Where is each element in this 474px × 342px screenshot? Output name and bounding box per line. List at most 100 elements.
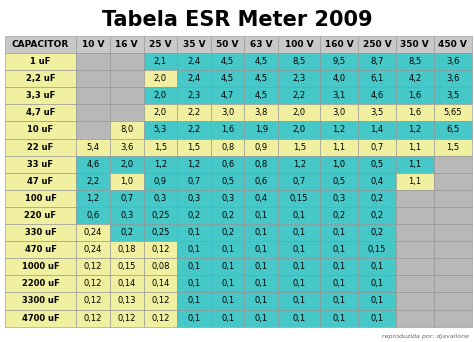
Text: 1,2: 1,2 — [154, 160, 167, 169]
Bar — [320, 241, 358, 258]
Bar — [144, 87, 177, 104]
Text: 1,6: 1,6 — [408, 108, 421, 117]
Bar — [358, 292, 396, 310]
Text: 4,6: 4,6 — [370, 91, 383, 100]
Bar — [5, 173, 76, 190]
Bar — [245, 36, 278, 53]
Text: 4,2: 4,2 — [408, 74, 421, 83]
Bar — [358, 310, 396, 327]
Bar — [211, 70, 245, 87]
Text: 25 V: 25 V — [149, 40, 172, 49]
Bar — [278, 241, 320, 258]
Text: 0,1: 0,1 — [370, 314, 383, 323]
Text: 0,12: 0,12 — [151, 314, 170, 323]
Text: 0,1: 0,1 — [333, 297, 346, 305]
Text: 2,2: 2,2 — [87, 177, 100, 186]
Bar — [76, 104, 110, 121]
Text: 5,4: 5,4 — [87, 143, 100, 152]
Bar — [177, 173, 211, 190]
Text: 0,14: 0,14 — [118, 279, 136, 288]
Text: 4,6: 4,6 — [86, 160, 100, 169]
Bar — [278, 258, 320, 275]
Text: 220 uF: 220 uF — [25, 211, 56, 220]
Bar — [177, 104, 211, 121]
Bar — [358, 139, 396, 156]
Text: 0,12: 0,12 — [84, 297, 102, 305]
Bar — [144, 207, 177, 224]
Text: 0,4: 0,4 — [255, 194, 268, 203]
Bar — [245, 258, 278, 275]
Bar — [5, 207, 76, 224]
Bar — [76, 139, 110, 156]
Text: 0,3: 0,3 — [154, 194, 167, 203]
Text: 8,5: 8,5 — [408, 57, 421, 66]
Text: 0,13: 0,13 — [118, 297, 136, 305]
Text: 4,7: 4,7 — [221, 91, 234, 100]
Text: 35 V: 35 V — [182, 40, 205, 49]
Bar — [278, 70, 320, 87]
Bar — [177, 207, 211, 224]
Bar — [5, 121, 76, 139]
Text: 2,2: 2,2 — [187, 126, 201, 134]
Text: 0,25: 0,25 — [151, 228, 170, 237]
Text: 1,2: 1,2 — [408, 126, 421, 134]
Bar — [144, 104, 177, 121]
Bar — [110, 139, 144, 156]
Text: 350 V: 350 V — [401, 40, 429, 49]
Text: 4,5: 4,5 — [255, 91, 268, 100]
Text: 2,0: 2,0 — [292, 108, 306, 117]
Bar — [245, 87, 278, 104]
Bar — [5, 53, 76, 70]
Text: 1,2: 1,2 — [333, 126, 346, 134]
Text: 100 uF: 100 uF — [25, 194, 56, 203]
Text: 1,0: 1,0 — [120, 177, 133, 186]
Bar — [358, 36, 396, 53]
Bar — [211, 173, 245, 190]
Bar — [396, 310, 434, 327]
Text: 1,2: 1,2 — [87, 194, 100, 203]
Text: 0,1: 0,1 — [221, 245, 234, 254]
Bar — [110, 36, 144, 53]
Text: 2,0: 2,0 — [120, 160, 133, 169]
Bar — [320, 139, 358, 156]
Bar — [76, 190, 110, 207]
Text: 450 V: 450 V — [438, 40, 467, 49]
Text: 0,14: 0,14 — [151, 279, 170, 288]
Bar — [320, 207, 358, 224]
Bar — [177, 36, 211, 53]
Text: CAPACITOR: CAPACITOR — [12, 40, 69, 49]
Bar — [245, 104, 278, 121]
Text: 0,2: 0,2 — [187, 211, 201, 220]
Text: 6,1: 6,1 — [370, 74, 383, 83]
Bar — [211, 310, 245, 327]
Bar — [320, 310, 358, 327]
Text: 16 V: 16 V — [115, 40, 138, 49]
Text: 3,1: 3,1 — [332, 91, 346, 100]
Text: 2,0: 2,0 — [154, 74, 167, 83]
Bar — [358, 70, 396, 87]
Bar — [434, 224, 472, 241]
Text: 3,5: 3,5 — [446, 91, 459, 100]
Bar — [110, 87, 144, 104]
Bar — [245, 207, 278, 224]
Bar — [177, 224, 211, 241]
Bar — [5, 104, 76, 121]
Text: 0,7: 0,7 — [120, 194, 133, 203]
Bar — [434, 207, 472, 224]
Bar — [396, 53, 434, 70]
Text: 3,8: 3,8 — [255, 108, 268, 117]
Bar — [177, 241, 211, 258]
Text: 0,1: 0,1 — [333, 228, 346, 237]
Text: 63 V: 63 V — [250, 40, 273, 49]
Text: 3,0: 3,0 — [332, 108, 346, 117]
Bar — [245, 173, 278, 190]
Text: 1,2: 1,2 — [292, 160, 306, 169]
Text: Tabela ESR Meter 2009: Tabela ESR Meter 2009 — [102, 10, 372, 30]
Text: 8,0: 8,0 — [120, 126, 133, 134]
Bar — [76, 207, 110, 224]
Bar — [434, 310, 472, 327]
Bar — [320, 275, 358, 292]
Text: 1,5: 1,5 — [446, 143, 459, 152]
Bar — [76, 70, 110, 87]
Text: 1,4: 1,4 — [370, 126, 383, 134]
